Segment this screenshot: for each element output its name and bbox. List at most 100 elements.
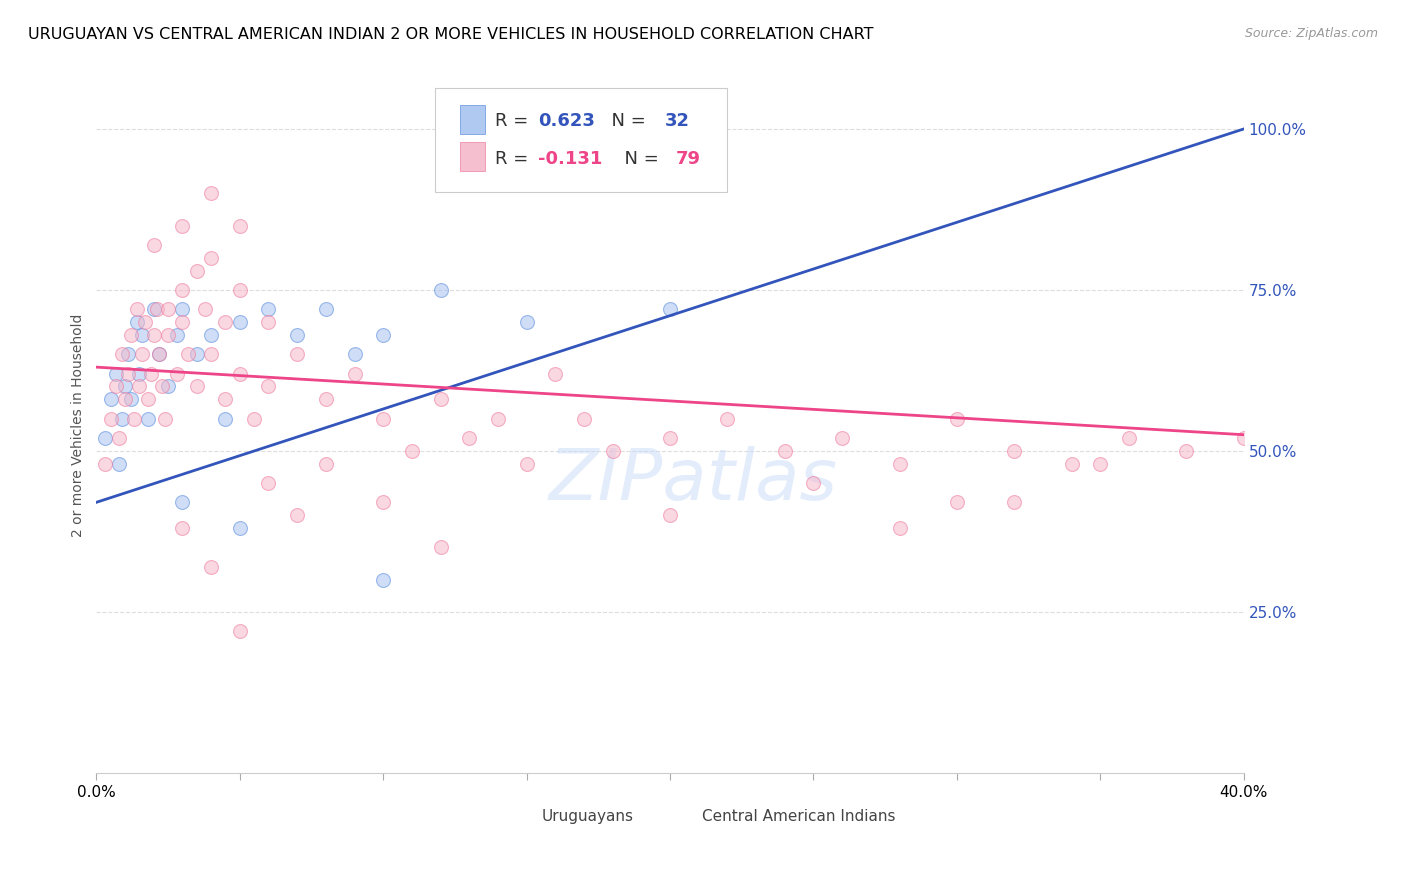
Y-axis label: 2 or more Vehicles in Household: 2 or more Vehicles in Household <box>72 313 86 537</box>
Point <box>458 431 481 445</box>
Point <box>659 508 682 523</box>
Point <box>200 328 222 343</box>
Point <box>172 219 194 233</box>
FancyBboxPatch shape <box>671 806 696 826</box>
Text: R =: R = <box>495 112 533 130</box>
Point <box>229 219 252 233</box>
Point <box>136 392 159 407</box>
Text: Central American Indians: Central American Indians <box>702 809 896 824</box>
Point <box>166 328 188 343</box>
Point <box>94 457 117 471</box>
Point <box>1233 431 1256 445</box>
Point <box>186 263 208 277</box>
Point <box>120 392 142 407</box>
Point <box>139 367 162 381</box>
Point <box>889 457 911 471</box>
Point <box>257 379 280 393</box>
Point <box>602 443 624 458</box>
Point <box>136 411 159 425</box>
Point <box>831 431 853 445</box>
Point <box>429 541 451 555</box>
Point <box>946 411 969 425</box>
Point <box>544 367 567 381</box>
Point <box>1118 431 1140 445</box>
Point <box>229 367 252 381</box>
Text: R =: R = <box>495 150 533 168</box>
Point <box>315 392 337 407</box>
FancyBboxPatch shape <box>460 142 485 171</box>
Point <box>373 495 395 509</box>
Text: Uruguayans: Uruguayans <box>541 809 634 824</box>
Point <box>243 411 266 425</box>
Point <box>100 411 122 425</box>
Text: -0.131: -0.131 <box>538 150 603 168</box>
Point <box>145 302 167 317</box>
Point <box>1060 457 1083 471</box>
Point <box>946 495 969 509</box>
Point <box>229 315 252 329</box>
Point <box>214 315 236 329</box>
Point <box>142 237 165 252</box>
Point <box>142 328 165 343</box>
Point <box>373 573 395 587</box>
Point <box>142 302 165 317</box>
Point <box>131 328 153 343</box>
FancyBboxPatch shape <box>509 806 534 826</box>
Point <box>134 315 156 329</box>
Point <box>343 347 366 361</box>
Point <box>117 347 139 361</box>
Point <box>172 302 194 317</box>
Point <box>148 347 170 361</box>
Point <box>516 315 538 329</box>
FancyBboxPatch shape <box>434 88 727 192</box>
Point <box>117 367 139 381</box>
Point <box>257 315 280 329</box>
Point <box>177 347 200 361</box>
Point <box>100 392 122 407</box>
Point <box>200 186 222 201</box>
Point <box>429 283 451 297</box>
Point <box>716 411 738 425</box>
Point <box>186 379 208 393</box>
Point <box>229 624 252 638</box>
Point <box>108 431 131 445</box>
Point <box>257 475 280 490</box>
Point <box>157 328 180 343</box>
Point <box>108 457 131 471</box>
Text: 32: 32 <box>664 112 689 130</box>
Point <box>516 457 538 471</box>
Point <box>214 392 236 407</box>
Text: N =: N = <box>613 150 664 168</box>
Point <box>128 367 150 381</box>
Point <box>229 283 252 297</box>
Point <box>111 347 134 361</box>
Point <box>114 379 136 393</box>
Text: 0.623: 0.623 <box>538 112 595 130</box>
Point <box>157 379 180 393</box>
Point <box>200 559 222 574</box>
Point <box>572 411 595 425</box>
Point <box>285 347 308 361</box>
Point <box>285 328 308 343</box>
Text: N =: N = <box>600 112 651 130</box>
Point <box>1090 457 1112 471</box>
Point <box>172 283 194 297</box>
Point <box>373 328 395 343</box>
Point <box>114 392 136 407</box>
Point <box>429 392 451 407</box>
Point <box>166 367 188 381</box>
Text: 79: 79 <box>676 150 700 168</box>
Point <box>128 379 150 393</box>
Point <box>1175 443 1198 458</box>
Point <box>120 328 142 343</box>
Point <box>157 302 180 317</box>
Point <box>659 431 682 445</box>
FancyBboxPatch shape <box>460 104 485 134</box>
Point <box>315 302 337 317</box>
Point <box>229 521 252 535</box>
Point <box>773 443 796 458</box>
Point <box>105 379 128 393</box>
Point <box>186 347 208 361</box>
Point <box>1002 495 1025 509</box>
Point <box>111 411 134 425</box>
